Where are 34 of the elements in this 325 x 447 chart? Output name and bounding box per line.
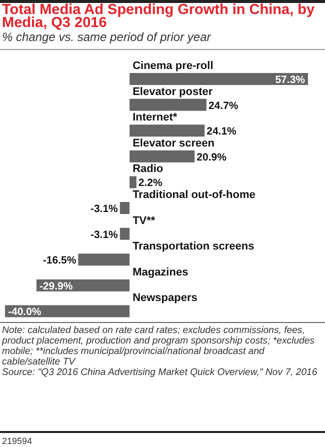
bar [130, 150, 195, 162]
data-label: 24.1% [206, 126, 238, 138]
y-tick-label: Transportation screens [132, 240, 254, 253]
y-tick-label: Traditional out-of-home [132, 189, 256, 201]
text: Note: calculated based on rate card rates; excludes commissions, fees, product placement, production and program sponsorship costs; *excludes mobile; **includes municipal/provincial/national broadcast and cable/satellite TV [1, 325, 315, 368]
chart-subtitle: % change vs. same period of prior year [2, 30, 212, 44]
bar [130, 98, 206, 111]
data-label: 2.2% [138, 177, 164, 190]
y-tick-label: Internet* [132, 112, 178, 124]
data-label: 20.9% [196, 151, 228, 164]
y-tick-label: Newspapers [132, 292, 198, 304]
bar [120, 228, 130, 240]
y-tick-label: Cinema pre-roll [132, 60, 214, 72]
bar [130, 124, 205, 137]
chart-title: Total Media Ad Spending Growth in China, by Media, Q3 2016 [2, 2, 315, 31]
y-tick-label: Elevator poster [132, 86, 214, 98]
bar [130, 176, 136, 188]
bar [5, 305, 130, 318]
data-label: -40.0% [8, 306, 42, 318]
source-note: Source: "Q3 2016 China Advertising Market Quick Overview," Nov 7, 2016 [2, 367, 318, 378]
y-tick-label: Magazines [132, 266, 188, 278]
bar [130, 73, 308, 85]
data-label: 57.3% [275, 74, 306, 86]
text: 219594 [2, 436, 32, 446]
data-label: 24.7% [208, 100, 239, 112]
data-label: -3.1% [90, 203, 119, 215]
y-tick-label: TV** [132, 214, 156, 227]
data-label: -29.9% [39, 280, 74, 292]
y-tick-label: Elevator screen [132, 137, 215, 150]
bar [78, 254, 130, 266]
data-label: -3.1% [90, 228, 119, 241]
data-label: -16.5% [42, 254, 77, 267]
bar [120, 202, 130, 214]
y-tick-label: Radio [132, 163, 164, 176]
